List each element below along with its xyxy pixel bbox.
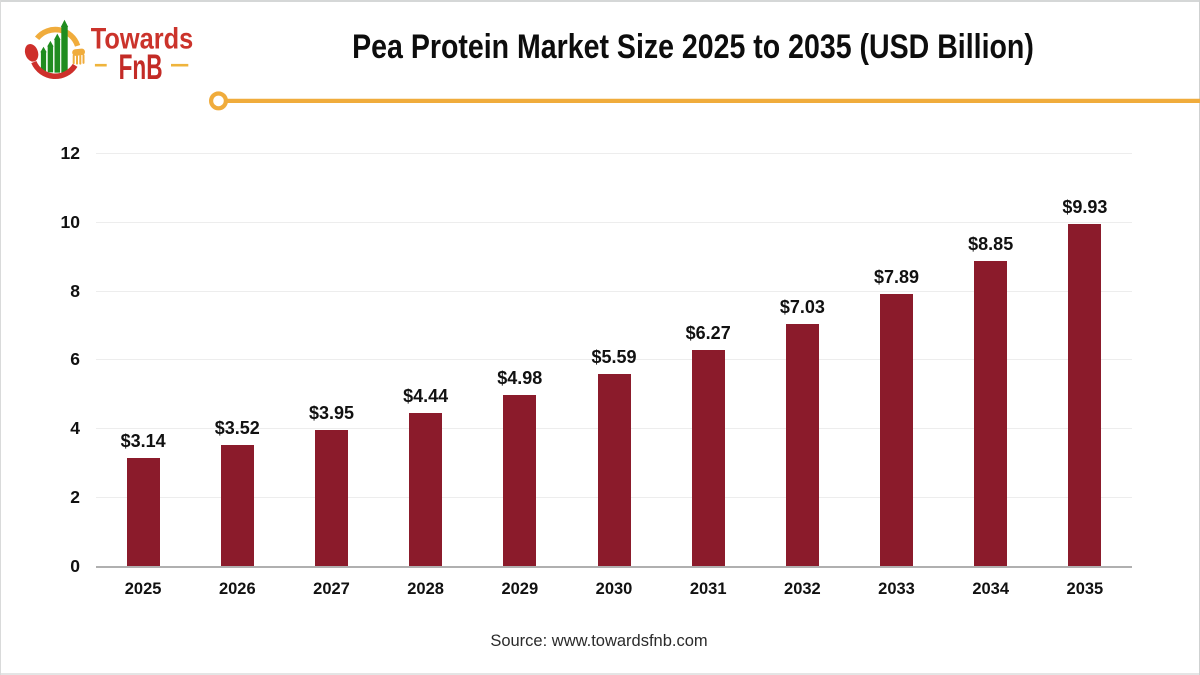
svg-text:Towards: Towards <box>91 22 194 55</box>
svg-text:FnB: FnB <box>119 48 163 87</box>
